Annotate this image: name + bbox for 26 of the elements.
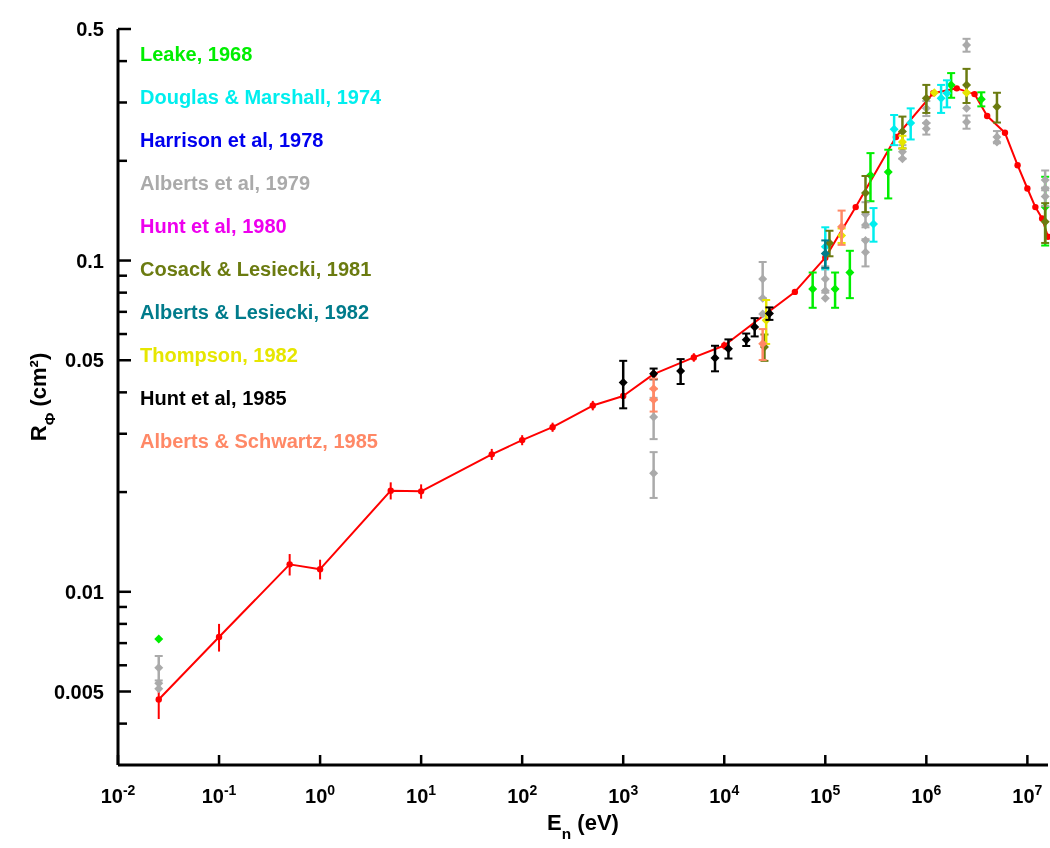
x-tick-label: 10$^{-2}$ (100, 782, 136, 807)
text: Alberts & Lesiecki, 1982 (140, 301, 370, 323)
text: Douglas & Marshall, 1974 (140, 86, 383, 108)
x-tick-label: 10$^{0}$ (305, 782, 336, 807)
x-axis-title: E$_{n}$ (eV) (547, 810, 619, 842)
x-tick-label: 10$^{4}$ (709, 782, 740, 807)
x-tick-label: 10$^{3}$ (608, 782, 639, 807)
x-tick-label: 10$^{-1}$ (201, 782, 237, 807)
text: Alberts et al, 1979 (140, 172, 311, 194)
y-tick-label: 0.5 (76, 18, 104, 40)
x-tick-label: 10$^{2}$ (507, 782, 538, 807)
text: Cosack & Lesiecki, 1981 (140, 258, 372, 280)
text: Alberts & Schwartz, 1985 (140, 430, 378, 452)
text: Hunt et al, 1985 (140, 387, 287, 409)
y-tick-label: 0.1 (76, 249, 104, 272)
x-tick-label: 10$^{5}$ (810, 782, 841, 807)
x-tick-label: 10$^{1}$ (406, 782, 437, 807)
y-tick-label: 0.05 (65, 349, 104, 372)
legend-label: Hunt et al, 1980 (140, 215, 287, 237)
y-tick-label: 0.01 (65, 580, 104, 603)
legend-label: Harrison et al, 1978 (140, 129, 324, 151)
x-tick-label: 10$^{6}$ (911, 782, 942, 807)
x-tick-label: 10$^{7}$ (1012, 782, 1043, 807)
y-tick-label: 0.005 (53, 680, 104, 703)
text: Leake, 1968 (140, 43, 253, 65)
text: Thompson, 1982 (140, 344, 298, 366)
